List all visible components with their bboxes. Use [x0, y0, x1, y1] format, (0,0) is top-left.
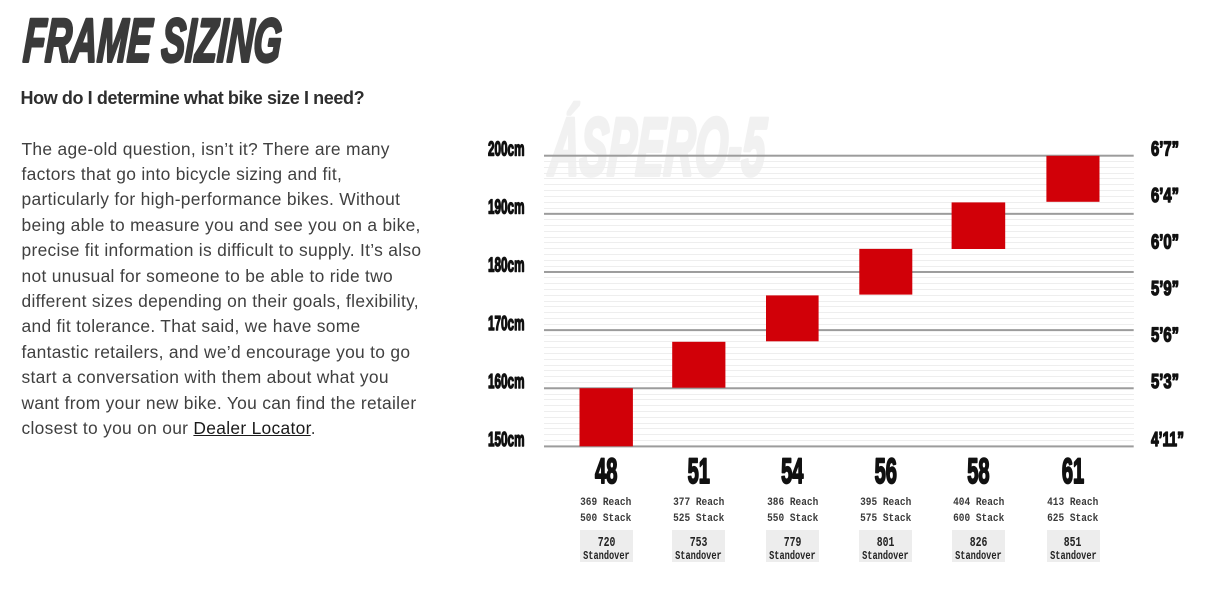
svg-text:6’7”: 6’7”: [1151, 138, 1179, 160]
svg-text:6’0”: 6’0”: [1151, 231, 1179, 253]
svg-text:200cm: 200cm: [488, 138, 525, 160]
svg-text:5’3”: 5’3”: [1151, 371, 1179, 393]
svg-text:5’9”: 5’9”: [1151, 278, 1179, 300]
svg-text:180cm: 180cm: [488, 255, 525, 277]
svg-text:56: 56: [875, 451, 897, 491]
svg-text:4’11”: 4’11”: [1151, 429, 1184, 451]
svg-text:170cm: 170cm: [488, 313, 525, 335]
svg-text:51: 51: [688, 451, 710, 491]
svg-text:190cm: 190cm: [488, 197, 525, 219]
svg-text:150cm: 150cm: [488, 429, 525, 451]
svg-text:ÁSPERO-5: ÁSPERO-5: [546, 102, 769, 193]
svg-text:160cm: 160cm: [488, 371, 525, 393]
svg-text:6’4”: 6’4”: [1151, 185, 1179, 207]
svg-text:FRAME SIZING: FRAME SIZING: [22, 7, 284, 76]
svg-text:54: 54: [781, 451, 803, 491]
svg-text:58: 58: [967, 451, 989, 491]
svg-text:61: 61: [1062, 451, 1084, 491]
svg-text:5’6”: 5’6”: [1151, 324, 1179, 346]
svg-text:48: 48: [595, 451, 617, 491]
